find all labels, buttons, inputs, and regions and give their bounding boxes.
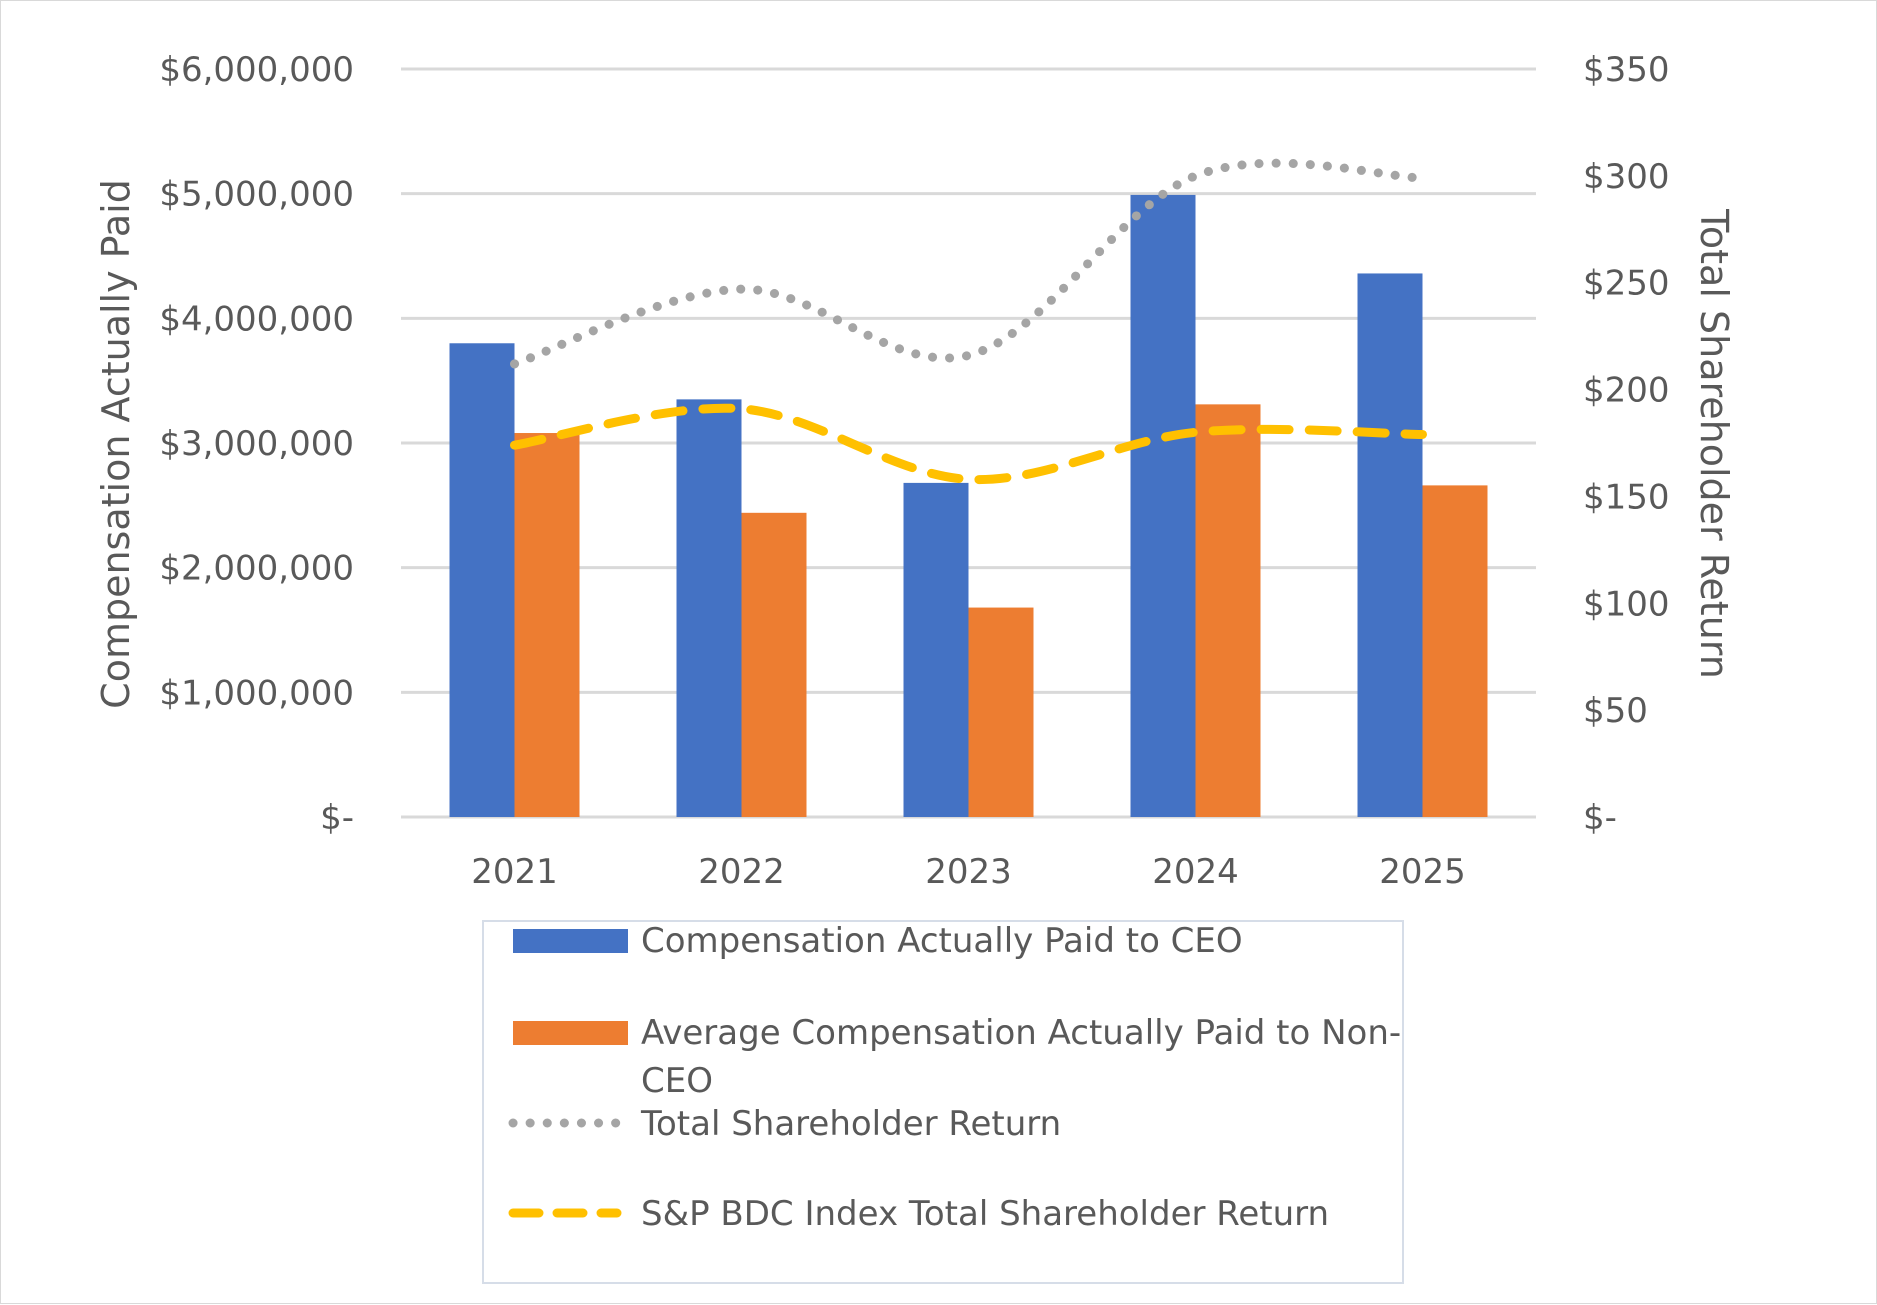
bar-ceo xyxy=(903,482,969,817)
x-tick-label: 2024 xyxy=(1152,852,1239,892)
left-axis-ticks: $6,000,000 $5,000,000 $4,000,000 $3,000,000… xyxy=(159,50,354,838)
right-tick-label: $50 xyxy=(1583,691,1648,731)
left-axis-title: Compensation Actually Paid xyxy=(94,179,138,709)
bar-nonceo xyxy=(968,607,1034,817)
right-tick-label: $250 xyxy=(1583,264,1670,304)
legend-label-index: S&P BDC Index Total Shareholder Return xyxy=(641,1194,1329,1234)
point-tsr xyxy=(1422,177,1423,178)
right-axis-ticks: $350 $300 $250 $200 $150 $100 $50 $- xyxy=(1583,50,1670,838)
legend-box xyxy=(482,920,1404,1284)
right-tick-label: $200 xyxy=(1583,371,1670,411)
bar-ceo xyxy=(1357,273,1423,817)
left-tick-label: $4,000,000 xyxy=(159,299,354,339)
left-tick-label: $1,000,000 xyxy=(159,673,354,713)
left-tick-label: $3,000,000 xyxy=(159,424,354,464)
legend-label-nonceo-cont: CEO xyxy=(641,1061,713,1101)
line-tsr xyxy=(510,158,1427,369)
legend-label-nonceo: Average Compensation Actually Paid to No… xyxy=(641,1013,1401,1053)
right-axis-title: Total Shareholder Return xyxy=(1692,208,1736,679)
legend: Compensation Actually Paid to CEO Averag… xyxy=(482,920,1404,1284)
legend-swatch-ceo xyxy=(513,929,628,953)
bar-ceo xyxy=(449,343,515,817)
right-tick-label: $- xyxy=(1583,798,1617,838)
legend-label-ceo: Compensation Actually Paid to CEO xyxy=(641,921,1243,961)
lines xyxy=(510,158,1427,485)
left-tick-label: $- xyxy=(320,798,354,838)
x-tick-label: 2021 xyxy=(471,852,558,892)
bar-ceo xyxy=(1130,194,1196,817)
bar-nonceo xyxy=(514,433,580,817)
x-tick-label: 2023 xyxy=(925,852,1012,892)
left-tick-label: $5,000,000 xyxy=(159,175,354,215)
right-tick-label: $350 xyxy=(1583,50,1670,90)
bar-ceo xyxy=(676,399,742,817)
bar-nonceo xyxy=(1195,404,1261,817)
right-tick-label: $150 xyxy=(1583,477,1670,517)
left-tick-label: $6,000,000 xyxy=(159,50,354,90)
x-axis-ticks: 2021 2022 2023 2024 2025 xyxy=(471,852,1466,892)
left-tick-label: $2,000,000 xyxy=(159,549,354,589)
right-tick-label: $300 xyxy=(1583,157,1670,197)
x-tick-label: 2025 xyxy=(1379,852,1466,892)
bars xyxy=(449,194,1488,817)
x-tick-label: 2022 xyxy=(698,852,785,892)
bar-nonceo xyxy=(741,512,807,817)
right-tick-label: $100 xyxy=(1583,584,1670,624)
legend-swatch-nonceo xyxy=(513,1021,628,1045)
legend-label-tsr: Total Shareholder Return xyxy=(640,1104,1061,1144)
point-index-tsr xyxy=(968,479,969,480)
bar-nonceo xyxy=(1422,485,1488,817)
line-index-tsr xyxy=(510,403,1427,485)
